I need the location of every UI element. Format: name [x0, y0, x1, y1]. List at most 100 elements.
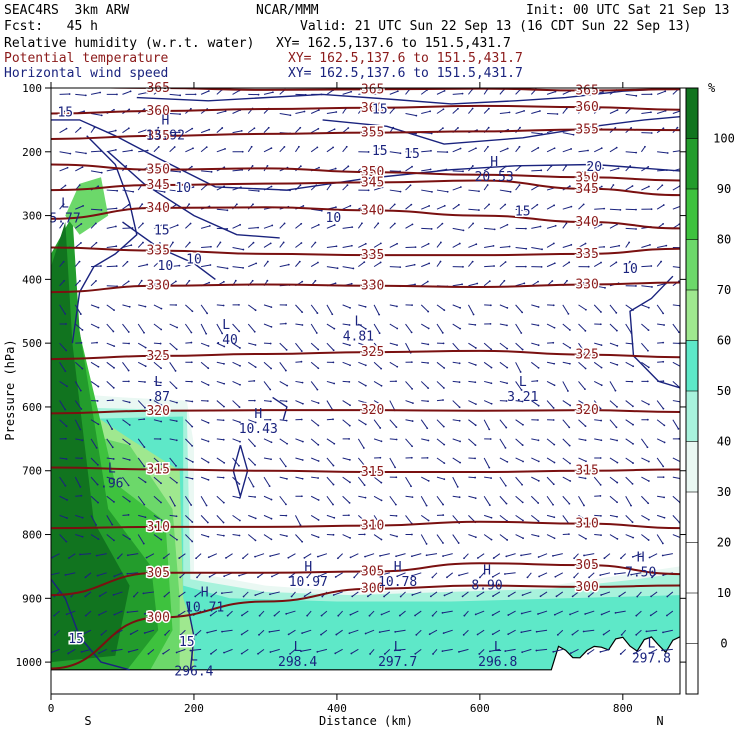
wind-vector-head	[566, 279, 568, 282]
wind-vector-head	[521, 444, 524, 446]
theta-label: 340	[146, 201, 169, 216]
extremum-value: 5.77	[49, 212, 80, 227]
wind-vector	[421, 189, 433, 193]
wind-vector-head	[506, 147, 509, 150]
wind-vector	[527, 572, 532, 578]
wind-field-xy: XY= 162.5,137.6 to 151.5,431.7	[288, 66, 523, 81]
wind-vector-head	[175, 481, 178, 484]
wind-vector	[263, 127, 270, 134]
wind-vector-head	[463, 614, 466, 617]
wind-vector-head	[651, 286, 653, 288]
wind-vector	[153, 534, 162, 541]
wind-vector	[216, 400, 225, 407]
wind-vector-head	[678, 331, 680, 334]
wind-vector-head	[395, 380, 397, 383]
wind-vector-head	[395, 476, 398, 479]
wind-vector-head	[649, 244, 651, 246]
wind-vector	[483, 495, 491, 506]
wind-vector-head	[146, 91, 149, 94]
wind-vector	[169, 438, 177, 441]
wind-vector-head	[100, 209, 103, 211]
wind-vector	[248, 262, 257, 268]
wind-vector-head	[583, 504, 585, 507]
wind-vector	[59, 514, 68, 519]
wind-vector-head	[603, 557, 606, 560]
wind-vector	[106, 419, 113, 430]
wind-vector-head	[504, 484, 507, 487]
wind-vector	[311, 476, 319, 479]
wind-vector	[279, 495, 287, 505]
wind-vector	[468, 534, 476, 538]
wind-vector	[242, 553, 249, 559]
wind-vector-head	[377, 165, 380, 167]
theta-label: 335	[146, 244, 169, 259]
wind-vector-head	[383, 653, 386, 655]
wind-vector	[546, 225, 556, 229]
wind-vector-head	[208, 281, 211, 284]
wind-vector-head	[240, 633, 243, 636]
wind-vector-head	[398, 614, 401, 617]
wind-vector-head	[584, 613, 587, 615]
wind-vector-head	[665, 244, 668, 247]
wind-vector-head	[395, 555, 397, 558]
wind-vector-head	[115, 207, 118, 210]
wind-vector	[162, 648, 170, 655]
wind-vector	[364, 553, 375, 558]
wind-vector-head	[188, 241, 191, 244]
wind-vector-head	[379, 456, 382, 459]
y-axis-label: Pressure (hPa)	[3, 339, 17, 440]
wind-vector-head	[616, 439, 619, 442]
wind-vector	[515, 534, 524, 539]
wind-vector-head	[442, 425, 445, 428]
wind-vector-head	[98, 595, 101, 597]
colorbar-tick-label: 0	[720, 637, 727, 651]
wind-vector-head	[508, 245, 511, 248]
wind-vector	[421, 110, 431, 115]
wind-vector-head	[69, 152, 72, 155]
rh-field-xy: XY= 162.5,137.6 to 151.5,431.7	[276, 36, 511, 51]
wind-vector	[342, 146, 348, 153]
wind-vector-head	[286, 478, 288, 480]
wind-vector	[51, 553, 60, 559]
wind-vector-head	[490, 516, 493, 519]
wind-vector-head	[269, 418, 272, 421]
wind-vector-head	[317, 477, 319, 479]
wind-vector-head	[569, 480, 572, 482]
wind-vector	[672, 323, 680, 333]
wind-vector-head	[520, 389, 523, 391]
wind-vector	[373, 438, 382, 442]
wind-vector	[263, 534, 272, 540]
wind-vector	[594, 380, 602, 386]
wind-vector	[74, 261, 80, 267]
wind-vector	[508, 591, 516, 597]
wind-vector	[389, 243, 398, 248]
wind-vector-head	[540, 265, 543, 268]
wind-vector-head	[629, 165, 632, 167]
wind-vector-head	[487, 107, 490, 110]
wind-vector-head	[79, 389, 82, 392]
wind-vector	[411, 553, 422, 557]
wind-vector	[232, 380, 241, 386]
wind-vector-head	[567, 313, 570, 315]
wind-vector	[164, 629, 171, 636]
wind-vector-head	[188, 279, 191, 282]
wind-vector	[130, 629, 139, 635]
wind-vector-head	[475, 147, 477, 150]
colorbar-band	[686, 441, 698, 492]
wind-vector-head	[145, 556, 148, 559]
wind-vector	[436, 419, 445, 427]
wind-vector	[106, 457, 114, 460]
wind-vector-head	[176, 224, 179, 227]
wind-vector	[578, 91, 588, 95]
wind-vector-head	[520, 554, 522, 557]
wind-vector	[640, 146, 646, 153]
wind-vector	[326, 495, 334, 505]
wind-vector-head	[396, 344, 398, 347]
wind-vector-head	[537, 306, 540, 308]
wind-vector	[279, 476, 288, 480]
wind-vector-head	[315, 332, 318, 334]
wind-vector-head	[666, 595, 669, 598]
wind-vector-head	[600, 419, 603, 422]
wind-vector-head	[222, 438, 225, 441]
